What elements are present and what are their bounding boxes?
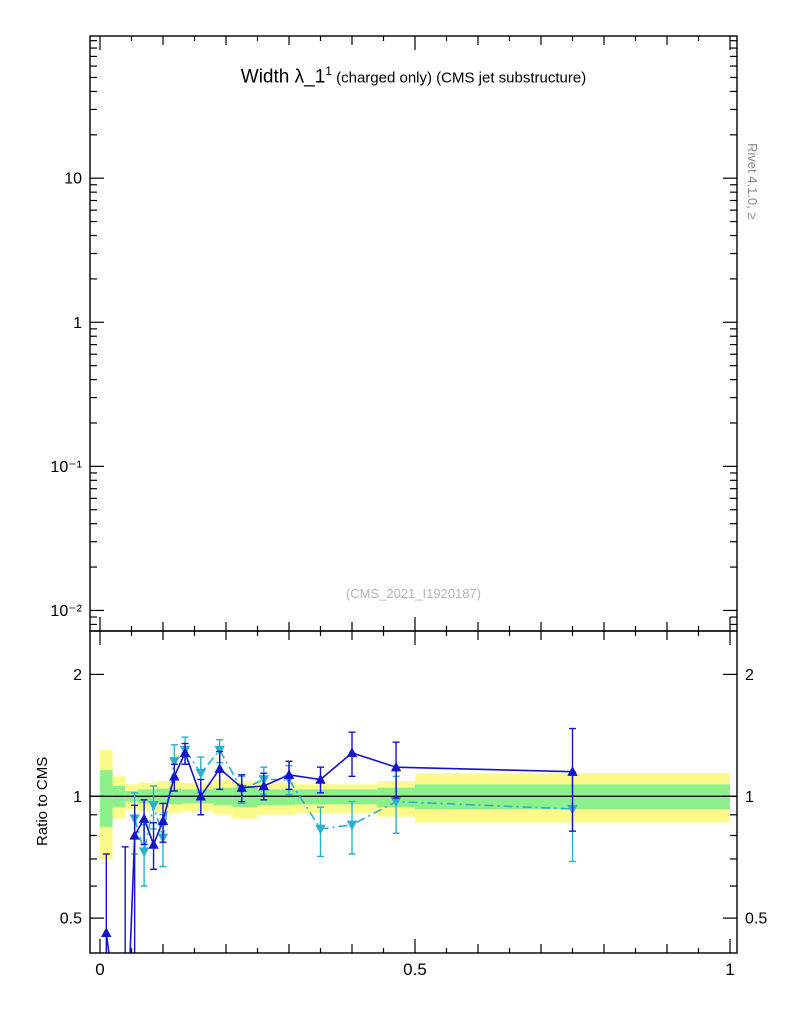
svg-text:1: 1 <box>725 960 734 979</box>
svg-text:10: 10 <box>64 171 82 188</box>
plot-title: Width λ_11 (charged only) (CMS jet subst… <box>90 64 737 88</box>
axis-tick-labels: 10 1 10⁻¹ 10⁻² 2 2 1 1 0.5 0.5 0 0.5 1 <box>50 171 767 979</box>
series-mc-solid-blue <box>101 727 578 953</box>
svg-text:0.5: 0.5 <box>403 960 427 979</box>
svg-text:1: 1 <box>745 789 754 806</box>
ratio-axis-title: Ratio to CMS <box>34 756 51 846</box>
watermark-inspire-id: (CMS_2021_I1920187) <box>345 586 482 601</box>
title-rest: (charged only) (CMS jet substructure) <box>331 69 587 87</box>
svg-text:1: 1 <box>73 315 82 332</box>
svg-text:1: 1 <box>73 789 82 806</box>
svg-text:10⁻¹: 10⁻¹ <box>50 459 82 476</box>
svg-text:2: 2 <box>745 667 754 684</box>
svg-text:0.5: 0.5 <box>745 911 767 928</box>
title-superscript: 1 <box>325 64 332 78</box>
series-mc-solid-blue-markers <box>101 747 578 937</box>
rivet-version-label: Rivet 4.1.0, ≥ <box>745 143 760 220</box>
axis-ticks <box>90 36 737 953</box>
series-mc-solid-blue-errorbars <box>102 727 576 953</box>
svg-text:0.5: 0.5 <box>60 911 82 928</box>
series-mc-dashdot-cyan-line <box>133 748 573 852</box>
svg-text:2: 2 <box>73 667 82 684</box>
svg-text:0: 0 <box>95 960 104 979</box>
panel-frames <box>89 35 738 954</box>
title-main: Width λ_1 <box>240 66 326 88</box>
svg-text:10⁻²: 10⁻² <box>50 603 82 620</box>
